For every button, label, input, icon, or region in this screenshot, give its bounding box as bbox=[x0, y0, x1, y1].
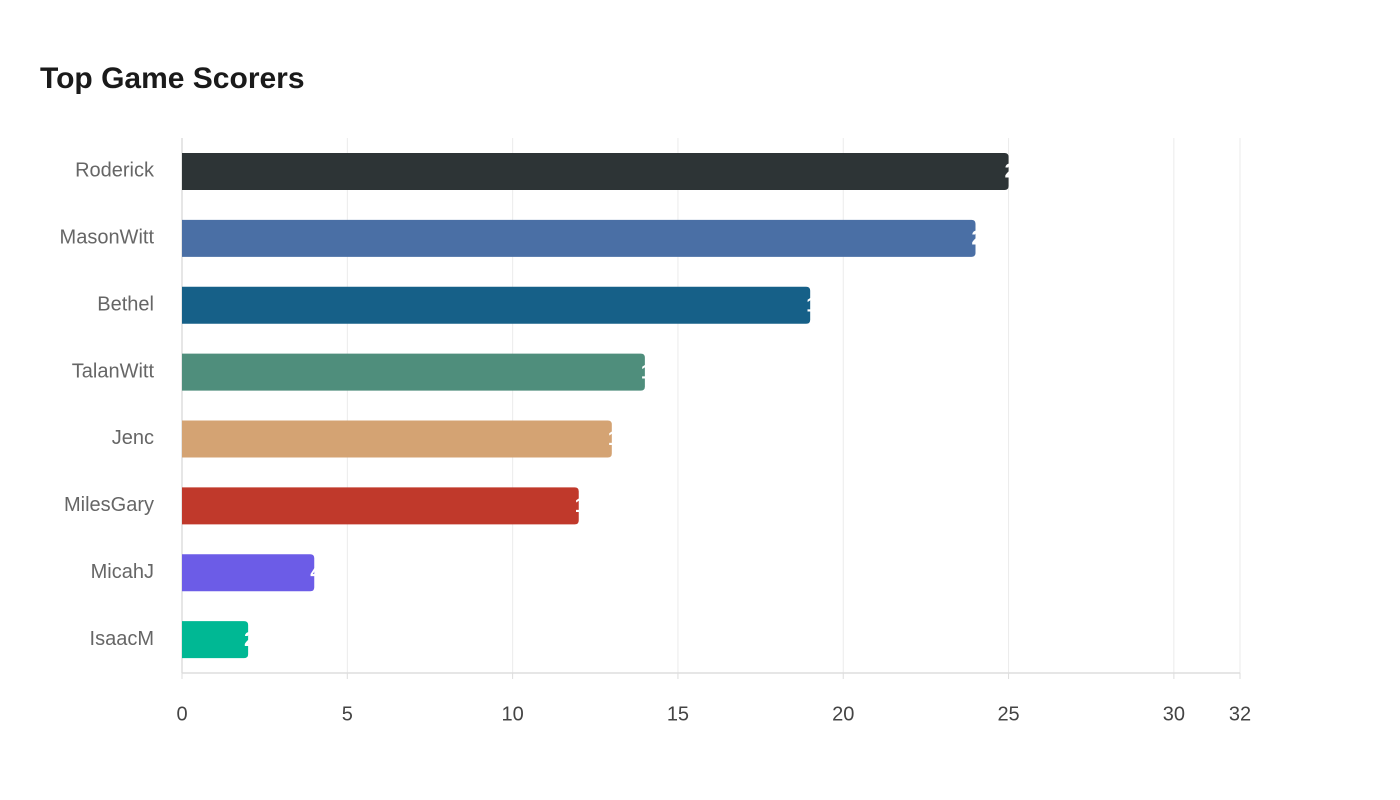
bar bbox=[182, 286, 811, 324]
bar bbox=[182, 353, 645, 391]
bar bbox=[182, 487, 579, 525]
value-label: 12 bbox=[575, 495, 597, 517]
x-tick-label: 25 bbox=[997, 703, 1019, 725]
chart-title: Top Game Scorers bbox=[40, 62, 305, 95]
y-tick-label: MilesGary bbox=[64, 494, 154, 516]
value-label: 24 bbox=[972, 228, 995, 250]
bar bbox=[182, 219, 976, 257]
y-tick-label: IsaacM bbox=[90, 628, 154, 650]
value-label: 2 bbox=[244, 629, 255, 651]
y-tick-label: Jenc bbox=[112, 427, 154, 449]
y-tick-label: MicahJ bbox=[91, 561, 154, 583]
x-tick-label: 10 bbox=[502, 703, 524, 725]
y-tick-label: Roderick bbox=[75, 160, 155, 182]
x-tick-label: 15 bbox=[667, 703, 689, 725]
value-label: 14 bbox=[641, 361, 664, 383]
y-tick-label: Bethel bbox=[97, 293, 154, 315]
bar bbox=[182, 152, 1009, 190]
bar bbox=[182, 621, 249, 659]
value-label: 25 bbox=[1005, 161, 1027, 183]
bar bbox=[182, 420, 612, 458]
y-tick-label: MasonWitt bbox=[60, 227, 155, 249]
x-tick-label: 20 bbox=[832, 703, 854, 725]
bar bbox=[182, 554, 315, 592]
x-tick-label: 32 bbox=[1229, 703, 1251, 725]
x-tick-label: 30 bbox=[1163, 703, 1185, 725]
x-tick-label: 0 bbox=[176, 703, 187, 725]
value-label: 19 bbox=[806, 294, 828, 316]
value-label: 13 bbox=[608, 428, 630, 450]
value-label: 4 bbox=[310, 562, 322, 584]
y-tick-label: TalanWitt bbox=[72, 360, 155, 382]
x-tick-label: 5 bbox=[342, 703, 353, 725]
